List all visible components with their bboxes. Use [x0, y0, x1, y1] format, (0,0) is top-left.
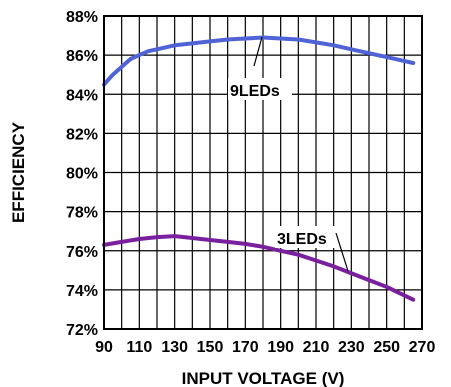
y-axis-title: EFFICIENCY	[9, 121, 28, 223]
y-tick-label: 78%	[66, 205, 98, 222]
tick-labels: 90 110 130 150 170 190 210 230 250 270 72% 74% 76% 78…	[66, 9, 435, 356]
x-tick-label: 150	[197, 339, 224, 356]
y-tick-label: 80%	[66, 166, 98, 183]
y-tick-label: 88%	[66, 9, 98, 26]
x-tick-label: 250	[373, 339, 400, 356]
x-tick-label: 210	[303, 339, 330, 356]
y-tick-label: 84%	[66, 87, 98, 104]
x-tick-label: 270	[409, 339, 436, 356]
x-tick-label: 90	[95, 339, 113, 356]
y-tick-label: 72%	[66, 322, 98, 339]
series-label-background	[228, 78, 292, 100]
x-tick-label: 130	[161, 339, 188, 356]
x-axis-title: INPUT VOLTAGE (V)	[182, 369, 345, 387]
x-tick-label: 170	[232, 339, 259, 356]
series-layer	[102, 35, 416, 302]
series-label-3leds: 3LEDs	[277, 231, 327, 248]
series-label-9leds: 9LEDs	[230, 83, 280, 100]
grid	[104, 16, 422, 329]
series-line-3leds	[102, 234, 416, 302]
y-tick-label: 74%	[66, 283, 98, 300]
plot-frame	[103, 15, 423, 330]
x-tick-label: 230	[338, 339, 365, 356]
x-tick-label: 190	[267, 339, 294, 356]
series-label-leader	[335, 232, 349, 272]
y-tick-label: 76%	[66, 244, 98, 261]
series-label-background	[275, 226, 339, 248]
series-line-9leds	[102, 35, 416, 87]
y-tick-label: 82%	[66, 126, 98, 143]
x-tick-label: 110	[126, 339, 152, 356]
y-tick-label: 86%	[66, 48, 98, 65]
series-label-leader	[253, 36, 263, 67]
series-labels: 9LEDs 3LEDs	[228, 36, 349, 272]
